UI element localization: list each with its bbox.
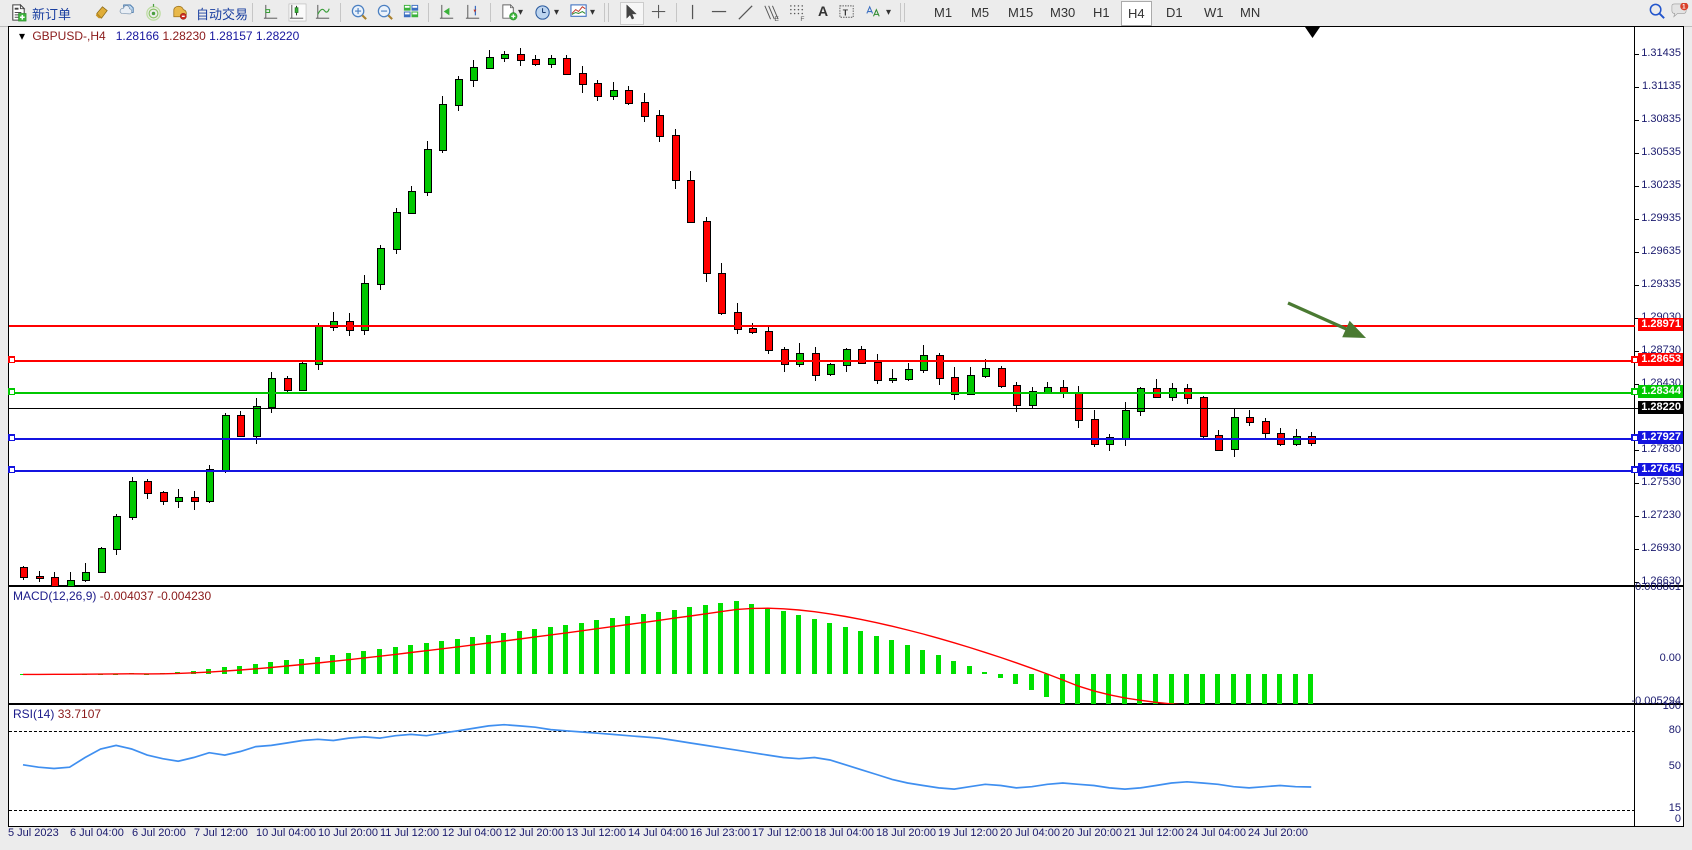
svg-text:T: T: [843, 7, 849, 17]
svg-text:1: 1: [1682, 4, 1686, 11]
svg-text:E: E: [774, 16, 779, 22]
svg-text:F: F: [800, 16, 804, 22]
